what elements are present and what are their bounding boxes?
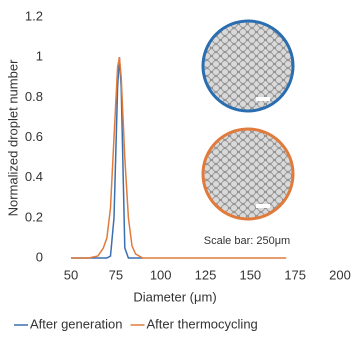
y-tick-label: 0.4 <box>25 169 43 184</box>
x-axis-title: Diameter (μm) <box>133 289 216 304</box>
x-tick-label: 100 <box>150 267 172 282</box>
y-tick-label: 1.2 <box>25 8 43 23</box>
y-tick-label: 0.8 <box>25 89 43 104</box>
y-tick-label: 1 <box>36 49 43 64</box>
x-tick-label: 175 <box>284 267 306 282</box>
micrograph-generation <box>203 21 293 111</box>
y-tick-label: 0.2 <box>25 209 43 224</box>
legend-label: After thermocycling <box>147 316 258 331</box>
x-tick-label: 75 <box>109 267 123 282</box>
y-tick-label: 0 <box>36 249 43 264</box>
chart: Scale bar: 250μm Diameter (μm) Normalize… <box>0 0 354 347</box>
series-line <box>71 57 143 258</box>
y-axis-title: Normalized droplet number <box>5 59 20 216</box>
legend-label: After generation <box>30 316 123 331</box>
x-tick-label: 50 <box>64 267 78 282</box>
x-tick-label: 150 <box>239 267 261 282</box>
micrograph-thermocycling <box>203 129 293 219</box>
y-tick-label: 0.6 <box>25 129 43 144</box>
x-tick-label: 200 <box>329 267 351 282</box>
x-tick-label: 125 <box>195 267 217 282</box>
annotation: Scale bar: 250μm <box>204 235 290 247</box>
